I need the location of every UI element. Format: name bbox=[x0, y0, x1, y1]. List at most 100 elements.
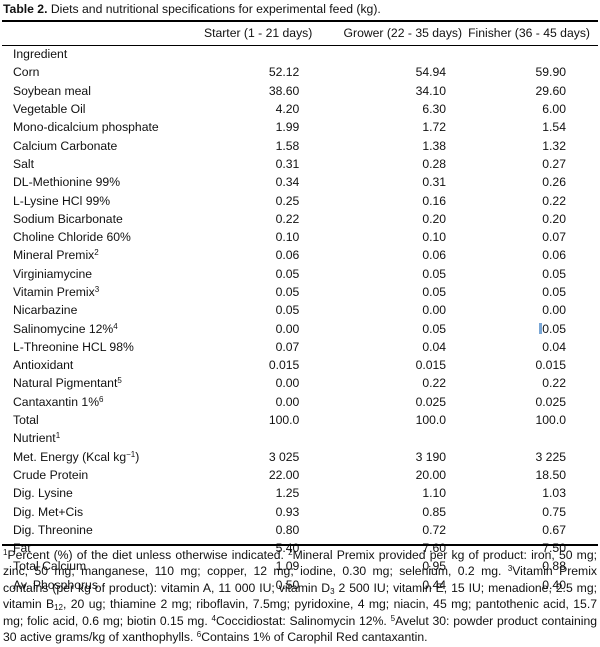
cell-value-text: 1.25 bbox=[275, 486, 300, 501]
footnote-5: Avelut 30: powder product containing 30 … bbox=[3, 613, 598, 645]
cell-value: 0.025 bbox=[468, 393, 598, 411]
table-row: Total Calcium 1.09 0.95 0.88 bbox=[2, 557, 598, 575]
cell-value: 0.26 bbox=[468, 173, 598, 191]
cell-value: 0.05 bbox=[175, 265, 313, 283]
row-label: Dig. Threonine bbox=[2, 521, 175, 539]
cell-value-text: 34.10 bbox=[415, 83, 447, 98]
row-label: L-Threonine HCL 98% bbox=[2, 338, 175, 356]
row-label-text: Sodium Bicarbonate bbox=[13, 211, 123, 226]
footnote-mark-6: 6 bbox=[196, 630, 202, 640]
header-ingredient bbox=[2, 21, 175, 45]
table-row: Vitamin Premix3 0.05 0.05 0.05 bbox=[2, 283, 598, 301]
footnote-3-sub-b12: 12 bbox=[54, 603, 64, 613]
cell-value: 0.05 bbox=[468, 283, 598, 301]
table-row: Dig. Threonine 0.80 0.72 0.67 bbox=[2, 521, 598, 539]
cell-value-text: 0.05 bbox=[422, 321, 447, 336]
footnote-3b: 2 500 IU; vitamin E, 15 IU; menadione, 2… bbox=[3, 580, 597, 612]
header-starter: Starter (1 - 21 days) bbox=[203, 26, 313, 40]
cell-value: 0.27 bbox=[468, 155, 598, 173]
top-rule bbox=[2, 20, 598, 22]
row-label: Virginiamycine bbox=[2, 265, 175, 283]
row-label: Sodium Bicarbonate bbox=[2, 210, 175, 228]
footnote-mark-5: 5 bbox=[390, 613, 396, 623]
row-label-text: Met. Energy (Kcal kg bbox=[13, 449, 127, 464]
cell-value: 4.20 bbox=[175, 100, 313, 118]
cell-value-text: 0.015 bbox=[415, 358, 447, 373]
table-row: Dig. Met+Cis 0.93 0.85 0.75 bbox=[2, 502, 598, 520]
row-label: L-Lysine HCl 99% bbox=[2, 191, 175, 209]
cell-value-text: 0.40 bbox=[542, 577, 566, 592]
cell-value-text: 0.025 bbox=[535, 394, 567, 409]
row-label: Dig. Met+Cis bbox=[2, 502, 175, 520]
cell-value: 0.05 bbox=[468, 265, 598, 283]
table-row: Corn 52.12 54.94 59.90 bbox=[2, 63, 598, 81]
row-label: Antioxidant bbox=[2, 356, 175, 374]
cell-value: 52.12 bbox=[175, 63, 313, 81]
cell-value-text: 0.05 bbox=[275, 303, 300, 318]
table-row: L-Threonine HCL 98% 0.07 0.04 0.04 bbox=[2, 338, 598, 356]
cell-value: 18.50 bbox=[468, 466, 598, 484]
cell-value-text: 0.31 bbox=[422, 175, 447, 190]
footnote-6: Contains 1% of Carophil Red cantaxantin. bbox=[201, 630, 428, 645]
cell-value-text: 1.09 bbox=[275, 559, 300, 574]
table-caption: Table 2. Diets and nutritional specifica… bbox=[3, 2, 381, 16]
footnote-3-sub-d3: 3 bbox=[330, 586, 335, 596]
cell-value bbox=[175, 45, 313, 63]
cell-value: 0.50 bbox=[175, 576, 313, 594]
cell-value: 6.00 bbox=[468, 100, 598, 118]
footnote-mark-1: 1 bbox=[3, 548, 8, 557]
cell-value-text: 0.10 bbox=[422, 230, 447, 245]
row-label-text: Virginiamycine bbox=[13, 266, 93, 281]
row-label-text: Choline Chloride 60% bbox=[13, 230, 131, 245]
row-label-sup: 2 bbox=[94, 248, 99, 258]
cell-value: 1.09 bbox=[175, 557, 313, 575]
cell-value: 1.32 bbox=[468, 136, 598, 154]
cell-value-text: 0.20 bbox=[542, 211, 566, 226]
table-row: Av. Phosphorus 0.50 0.44 0.40 bbox=[2, 576, 598, 594]
cell-value-text: 54.94 bbox=[415, 65, 447, 80]
cell-value: 0.00 bbox=[175, 393, 313, 411]
cell-value-text: 0.20 bbox=[422, 211, 447, 226]
row-label: Ingredient bbox=[2, 45, 175, 63]
table-row: Sodium Bicarbonate 0.22 0.20 0.20 bbox=[2, 210, 598, 228]
cell-value-text: 0.06 bbox=[542, 248, 566, 263]
footnote-2: Mineral Premix provided per kg of produc… bbox=[3, 548, 598, 579]
cell-value: 0.05 bbox=[175, 283, 313, 301]
cell-value-text: 0.10 bbox=[275, 230, 300, 245]
cell-value-text: 0.22 bbox=[275, 211, 300, 226]
cell-value: 0.04 bbox=[468, 338, 598, 356]
cell-value: 1.58 bbox=[175, 136, 313, 154]
cell-value-text: 0.05 bbox=[542, 321, 566, 336]
cell-value: 0.85 bbox=[312, 502, 468, 520]
row-label-text: Crude Protein bbox=[13, 467, 89, 482]
row-label: Salinomycine 12%4 bbox=[2, 319, 175, 337]
cell-value: 0.22 bbox=[468, 374, 598, 392]
cell-value: 0.00 bbox=[175, 374, 313, 392]
table-row: Total 100.0 100.0 100.0 bbox=[2, 411, 598, 429]
table-row: Soybean meal 38.60 34.10 29.60 bbox=[2, 82, 598, 100]
cell-value: 0.16 bbox=[312, 191, 468, 209]
cell-value: 0.05 bbox=[312, 319, 468, 337]
row-label-text: Vitamin Premix bbox=[13, 285, 95, 299]
cell-value: 22.00 bbox=[175, 466, 313, 484]
cell-value: 0.95 bbox=[312, 557, 468, 575]
cell-value: 1.99 bbox=[175, 118, 313, 136]
row-label-text: Corn bbox=[13, 65, 40, 80]
table-title: Diets and nutritional specifications for… bbox=[50, 2, 381, 16]
table-label: Table 2. bbox=[3, 2, 48, 16]
cell-value: 0.20 bbox=[312, 210, 468, 228]
table-row: Met. Energy (Kcal kg−1) 3 025 3 190 3 225 bbox=[2, 448, 598, 466]
cell-value: 0.04 bbox=[312, 338, 468, 356]
footnote-1: Percent (%) of the diet unless otherwise… bbox=[7, 548, 284, 562]
cell-value-text: 0.05 bbox=[542, 266, 566, 281]
cell-value bbox=[175, 429, 313, 447]
table-row: Choline Chloride 60% 0.10 0.10 0.07 bbox=[2, 228, 598, 246]
cell-value bbox=[312, 429, 468, 447]
row-label: Nicarbazine bbox=[2, 301, 175, 319]
row-label: Corn bbox=[2, 63, 175, 81]
cell-value-text: 20.00 bbox=[415, 467, 447, 482]
cell-value-text: 0.05 bbox=[275, 266, 300, 281]
row-label-sup: −1 bbox=[126, 449, 136, 459]
row-label-text: Total bbox=[13, 413, 39, 428]
cell-value-text: 3 025 bbox=[268, 449, 300, 464]
